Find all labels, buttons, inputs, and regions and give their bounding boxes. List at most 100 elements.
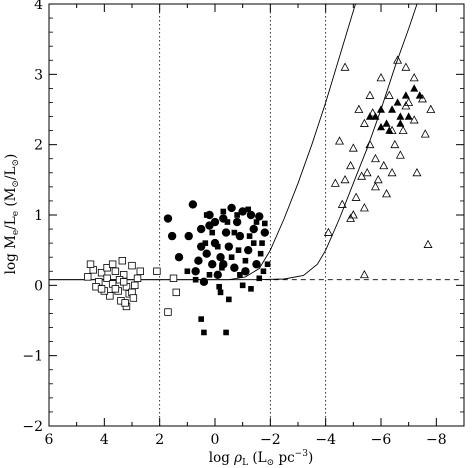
filled-square-point bbox=[202, 240, 209, 246]
x-tick-label: 6 bbox=[45, 432, 54, 448]
filled-square-point bbox=[246, 233, 253, 239]
y-tick-label: −1 bbox=[22, 349, 43, 365]
open-triangle-point bbox=[359, 118, 369, 127]
filled-triangle-point bbox=[396, 112, 405, 120]
open-triangle-point bbox=[354, 104, 364, 113]
open-square-point bbox=[128, 261, 136, 270]
open-triangle-point bbox=[330, 178, 340, 187]
filled-square-point bbox=[253, 219, 260, 225]
open-square-point bbox=[103, 274, 111, 282]
filled-circle-point bbox=[188, 200, 198, 209]
open-triangle-point bbox=[401, 101, 411, 110]
filled-triangle-point bbox=[415, 91, 424, 99]
open-triangle-point bbox=[346, 213, 356, 222]
open-triangle-point bbox=[382, 189, 392, 198]
filled-square-point bbox=[226, 296, 232, 303]
open-triangle-point bbox=[409, 73, 419, 82]
filled-square-point bbox=[231, 229, 238, 236]
open-triangle-point bbox=[390, 139, 400, 149]
filled-square-point bbox=[250, 240, 257, 246]
filled-square-point bbox=[192, 276, 199, 283]
filled-square-point bbox=[257, 250, 264, 257]
x-tick-label: −6 bbox=[371, 432, 392, 448]
filled-circle-point bbox=[238, 207, 247, 216]
x-tick-label: −4 bbox=[315, 432, 336, 448]
filled-circle-point bbox=[199, 277, 209, 287]
filled-square-point bbox=[216, 283, 222, 290]
open-triangle-point bbox=[335, 136, 344, 145]
x-tick-label: 4 bbox=[100, 432, 109, 448]
filled-square-point bbox=[262, 220, 268, 227]
filled-square-point bbox=[256, 275, 263, 282]
filled-square-point bbox=[259, 240, 265, 246]
filled-triangle-point bbox=[401, 91, 410, 99]
filled-square-point bbox=[214, 243, 221, 250]
open-triangle-point bbox=[370, 153, 380, 163]
model-curve bbox=[49, 3, 418, 281]
open-square-point bbox=[169, 274, 178, 282]
open-triangle-point bbox=[387, 167, 397, 177]
filled-circle-point bbox=[210, 217, 220, 227]
open-triangle-point bbox=[348, 143, 358, 152]
open-square-point bbox=[120, 271, 128, 279]
open-triangle-point bbox=[373, 174, 383, 184]
filled-square-point bbox=[260, 268, 267, 275]
filled-circle-point bbox=[216, 253, 225, 262]
filled-square-point bbox=[228, 254, 235, 260]
open-triangle-point bbox=[395, 150, 405, 159]
filled-square-point bbox=[184, 268, 191, 275]
open-triangle-point bbox=[365, 139, 375, 149]
open-triangle-point bbox=[359, 203, 369, 212]
filled-triangle-point bbox=[396, 119, 405, 127]
filled-square-point bbox=[206, 271, 213, 278]
open-square-point bbox=[133, 274, 142, 282]
open-square-point bbox=[86, 260, 95, 268]
y-tick-label: 2 bbox=[34, 138, 43, 154]
filled-square-point bbox=[248, 286, 254, 292]
open-square-point bbox=[131, 281, 139, 290]
axis-ticks: 6 4 2 0 −2 −4 −6 −8 −2 −1 0 1 2 3 4 bbox=[22, 0, 465, 448]
filled-circle-point bbox=[221, 228, 231, 237]
open-triangle-point bbox=[359, 269, 369, 279]
filled-square-point bbox=[245, 206, 251, 213]
x-tick-label: −2 bbox=[260, 432, 281, 448]
filled-circle-point bbox=[230, 263, 239, 272]
filled-triangle-point bbox=[404, 112, 413, 120]
filled-triangle-point bbox=[365, 112, 374, 120]
filled-square-point bbox=[235, 247, 242, 253]
filled-triangle-point bbox=[371, 112, 380, 120]
open-square-point bbox=[136, 267, 144, 275]
open-square-point bbox=[172, 288, 180, 297]
filled-circle-point bbox=[244, 245, 253, 255]
open-triangle-point bbox=[384, 90, 394, 99]
open-triangle-point bbox=[398, 125, 408, 135]
filled-circle-point bbox=[224, 242, 234, 251]
open-triangle-point bbox=[426, 104, 436, 113]
open-triangle-point bbox=[323, 227, 333, 236]
x-axis-title: log ρL (L⊙ pc−3) bbox=[209, 449, 313, 468]
open-triangle-point bbox=[393, 55, 403, 64]
open-square-point bbox=[106, 292, 114, 300]
filled-square-point bbox=[219, 264, 225, 271]
filled-square-point bbox=[224, 219, 231, 225]
open-triangle-point bbox=[337, 199, 347, 208]
open-square-point bbox=[97, 268, 106, 277]
filled-circle-point bbox=[232, 217, 242, 227]
open-square-point bbox=[111, 285, 120, 293]
filled-circle-point bbox=[227, 203, 236, 213]
open-square-point bbox=[108, 260, 117, 268]
open-triangle-point bbox=[340, 174, 350, 184]
filled-circle-point bbox=[174, 253, 184, 262]
filled-circle-point bbox=[249, 224, 258, 234]
filled-circle-point bbox=[194, 256, 203, 265]
x-tick-label: 0 bbox=[211, 432, 220, 448]
filled-circle-point bbox=[260, 228, 269, 237]
x-tick-label: 2 bbox=[155, 432, 164, 448]
open-triangle-point bbox=[401, 62, 411, 71]
y-tick-label: −2 bbox=[22, 419, 43, 435]
y-tick-label: 4 bbox=[34, 0, 43, 13]
open-triangle-point bbox=[420, 129, 430, 138]
filled-triangle-point bbox=[388, 105, 397, 113]
open-square-point bbox=[120, 278, 128, 286]
open-square-point bbox=[118, 257, 127, 265]
